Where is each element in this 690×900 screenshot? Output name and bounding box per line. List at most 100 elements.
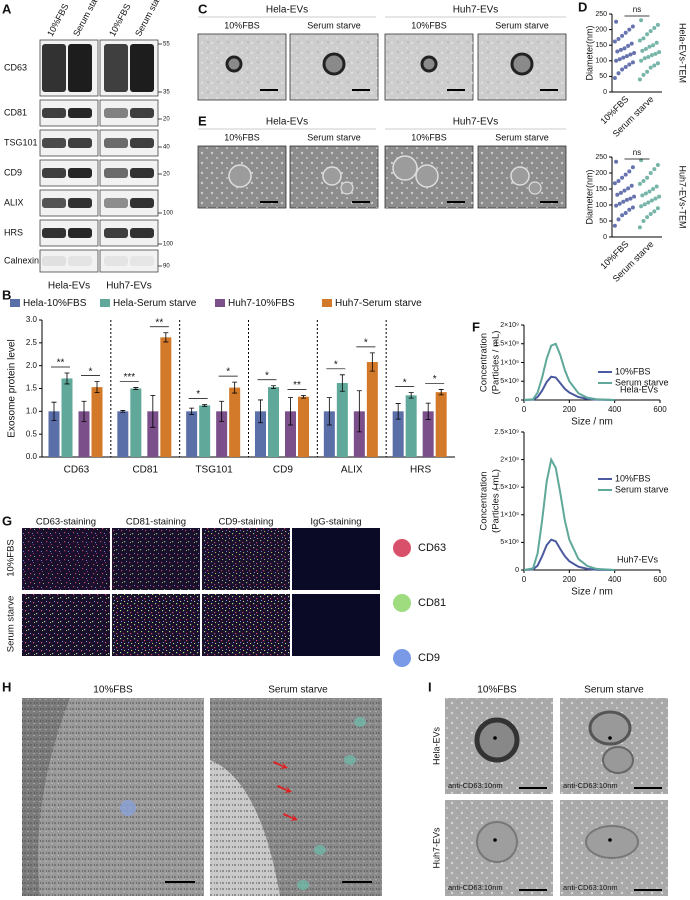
data-point [645,32,650,37]
fluorescence-signal [22,594,110,656]
panel-letter: B [2,287,11,302]
data-point [637,38,642,43]
data-point [620,33,625,38]
legend-label: Hela-Serum starve [113,298,197,309]
panel-letter: E [198,113,207,128]
bar [298,396,309,457]
row-label: Hela-EVs [431,726,441,765]
blot-band [104,168,128,178]
vesicle [415,164,439,188]
condition-label: 10%FBS [411,20,447,30]
micrograph-texture [22,698,204,896]
blot-band [104,108,128,118]
condition-label: Serum starve [495,132,549,142]
group-label: Hela-EVs [48,281,90,292]
side-label: Hela-EVs-TEM [678,23,688,83]
x-tick-label: CD81 [132,465,158,476]
y-tick-label: 0 [603,234,607,241]
data-point [618,190,623,195]
panel-letter: A [2,1,12,16]
legend-label: CD9 [418,652,440,664]
data-point [639,18,644,23]
lane-label: 10%FBS [45,2,71,38]
blot-band [130,138,154,148]
error-bar [301,394,306,399]
legend-label: Huh7-Serum starve [335,298,422,309]
data-point [640,193,645,198]
x-tick-label: ALIX [341,465,363,476]
blot-band [130,44,154,92]
y-tick-label: 200 [595,170,607,177]
vesicle [225,55,243,73]
y-tick-label: 0.5 [26,429,38,438]
error-bar [438,389,444,396]
bar [147,411,159,457]
bar [405,395,417,457]
y-tick-label: 100 [595,58,607,65]
condition-label: Serum starve [495,20,549,30]
data-point [627,62,632,67]
data-point [654,40,659,45]
column-label: Serum starve [584,685,644,696]
condition-label: Serum starve [307,132,361,142]
significance-label: * [89,366,93,377]
y-tick-label: 150 [595,42,607,49]
lane-label: Serum starve [133,0,167,38]
data-point [620,67,625,72]
protein-label: HRS [4,227,23,237]
data-point [616,217,621,222]
protein-label: Calnexin [4,255,39,265]
data-point [630,165,635,170]
vesicle [322,166,342,186]
data-point [621,199,626,204]
x-tick-label: 600 [653,405,667,414]
data-point [618,47,623,52]
legend-swatch [100,299,110,307]
significance-label: * [364,338,368,349]
marker-label: 100 [163,242,174,248]
y-tick-label: 0 [603,89,607,96]
data-point [614,159,619,164]
error-bar [408,392,414,399]
blot-band [130,228,154,238]
bar [216,411,228,457]
y-tick-label: 0 [515,397,519,404]
data-point [649,53,654,58]
blot-band [104,228,128,238]
protein-label: CD9 [4,167,22,177]
data-point [645,215,650,220]
y-tick-label: 1.5×10⁹ [494,484,519,491]
legend-dot [393,649,411,667]
data-point [626,186,631,191]
data-point [628,196,633,201]
highlight [314,845,326,855]
highlight [344,755,356,765]
x-tick-label: 200 [563,575,577,584]
data-point [651,43,656,48]
bar [61,378,73,457]
panel-letter: I [428,679,432,694]
legend-label: 10%FBS [615,366,651,376]
column-label: 10%FBS [477,685,517,696]
data-point [641,72,646,77]
data-point [624,197,629,202]
data-point [655,206,660,211]
y-tick-label: 1.5×10⁹ [494,341,519,348]
bar [199,405,211,457]
condition-label: 10%FBS [224,20,260,30]
lane-label: 10%FBS [107,2,133,38]
data-point [637,181,642,186]
bar [78,411,90,457]
data-point [648,171,653,175]
group-header: Huh7-EVs [453,5,499,16]
significance-label: * [433,374,437,385]
data-point [616,71,621,76]
data-point [632,51,637,55]
legend-label: CD63 [418,542,446,554]
error-bar [94,381,100,394]
x-tick-label: CD63 [64,465,90,476]
marker-label: 40 [163,145,170,151]
side-label: Huh7-EVs-TEM [678,165,688,228]
data-point [620,175,625,180]
data-point [614,203,619,208]
